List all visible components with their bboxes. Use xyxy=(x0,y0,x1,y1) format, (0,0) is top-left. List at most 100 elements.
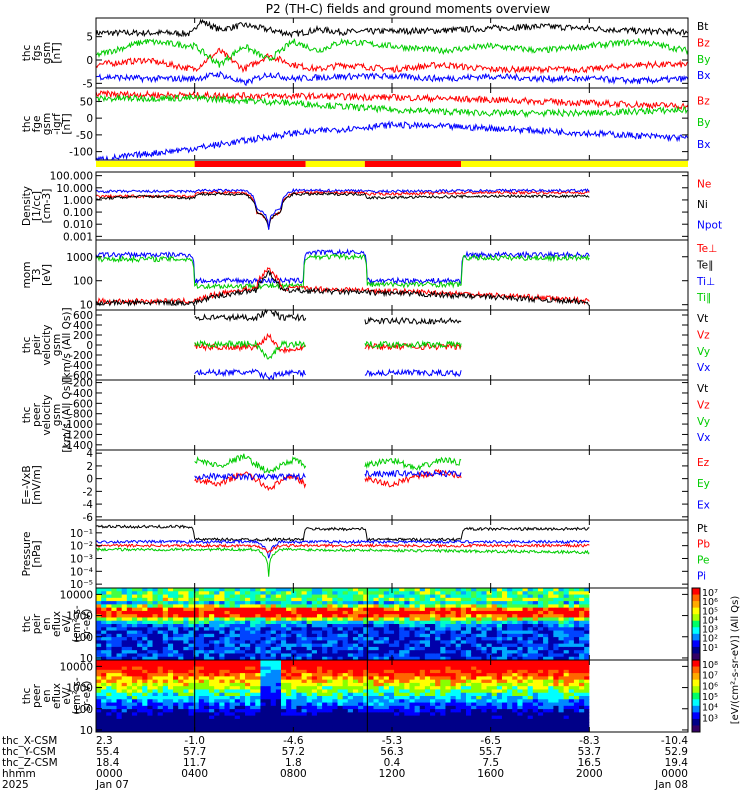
series-line-Ni xyxy=(95,191,590,230)
legend-label-Bx: Bx xyxy=(697,70,710,82)
ytick-label: 0.001 xyxy=(63,231,93,243)
y-axis-label: mom xyxy=(21,262,33,289)
ephemeris-value: Jan 08 xyxy=(654,779,688,791)
y-axis-label: eflux xyxy=(51,683,63,709)
y-axis-label: gsm xyxy=(41,113,53,135)
ytick-label: -100 xyxy=(69,147,93,159)
ytick-label: 10.000 xyxy=(56,183,93,195)
colorbar-swatch xyxy=(692,588,700,596)
mode-bar-segment xyxy=(305,161,365,167)
series-line-Te∥ xyxy=(95,269,590,307)
y-axis-label: E=-VxB xyxy=(21,465,33,504)
ephemeris-value: Jan 07 xyxy=(95,779,129,791)
panel-peer-spec xyxy=(95,659,689,733)
ytick-label: 0 xyxy=(86,55,93,67)
ytick-label: 100 xyxy=(73,276,93,288)
series-line-Vy xyxy=(364,339,462,350)
legend-label-Vz: Vz xyxy=(697,329,710,341)
legend-label-Pt: Pt xyxy=(697,523,707,535)
legend-label-Ne: Ne xyxy=(697,178,711,190)
legend-label-Pi: Pi xyxy=(697,570,706,582)
legend-label-Bt: Bt xyxy=(697,21,708,33)
ytick-label: 1000 xyxy=(66,252,93,264)
y-axis-label: T3 xyxy=(31,268,43,282)
series-line-Ex xyxy=(364,469,462,478)
legend-label-Vt: Vt xyxy=(697,313,708,325)
series-line-Ne xyxy=(95,190,590,228)
colorbar-tick-label: 10⁶ xyxy=(702,681,718,692)
ephemeris-value: 53.7 xyxy=(578,746,601,758)
legend-label-Vz: Vz xyxy=(697,399,710,411)
series-line-Bt xyxy=(95,18,689,39)
ytick-label: 1.000 xyxy=(63,195,93,207)
legend-label-Bx: Bx xyxy=(697,139,710,151)
panel-velocity-peer xyxy=(95,379,689,451)
legend-label-Bz: Bz xyxy=(697,37,710,49)
series-line-By xyxy=(95,37,689,68)
ephemeris-value: 1200 xyxy=(379,768,406,780)
colorbar-swatch xyxy=(692,620,700,628)
colorbar-tick-label: 10⁴ xyxy=(702,615,718,626)
colorbar-swatch xyxy=(692,718,700,726)
y-axis-label: [cm-3] xyxy=(41,189,53,224)
legend-label-Pb: Pb xyxy=(697,539,710,551)
ephemeris-value: -4.6 xyxy=(283,735,304,747)
colorbar-tick-label: 10⁶ xyxy=(702,597,718,608)
y-axis-label: velocity xyxy=(41,394,53,435)
series-line-Bz xyxy=(95,89,689,111)
ytick-label: 10000 xyxy=(60,661,93,673)
series-line-Bx xyxy=(95,70,689,87)
series-line-Ey xyxy=(194,453,307,474)
mode-bar-segment xyxy=(461,161,688,167)
ephemeris-value: 0.4 xyxy=(384,757,401,769)
ytick-label: 10⁻² xyxy=(70,541,93,553)
colorbar-tick-label: 10⁵ xyxy=(702,606,718,617)
colorbar-swatch xyxy=(692,627,700,635)
y-axis-label: thc xyxy=(21,407,33,424)
y-axis-label: en xyxy=(41,689,53,702)
ytick-label: 100 xyxy=(73,632,93,644)
ephemeris-value: 0400 xyxy=(181,768,208,780)
colorbar-swatch xyxy=(692,679,700,687)
series-line-Pt xyxy=(95,524,590,543)
colorbar-tick-label: 10⁸ xyxy=(702,660,718,671)
y-axis-label: [nT] xyxy=(51,42,63,63)
ytick-label: 600 xyxy=(73,310,93,322)
series-line-Vx xyxy=(194,367,307,381)
panel-frame xyxy=(95,171,689,241)
series-line-Vt xyxy=(364,316,462,325)
colorbar-swatch xyxy=(692,614,700,622)
y-axis-label: peir xyxy=(31,334,43,355)
chart-title: P2 (TH-C) fields and ground moments over… xyxy=(266,2,551,16)
ytick-label: 50 xyxy=(80,96,93,108)
ephemeris-value: 1600 xyxy=(477,768,504,780)
y-axis-label: (cm²-s- xyxy=(71,605,83,643)
spectrogram-peer-spec xyxy=(96,660,590,732)
ephemeris-value: 11.7 xyxy=(183,757,206,769)
y-axis-label: -igrf xyxy=(51,113,63,135)
ephemeris-value: 52.9 xyxy=(665,746,688,758)
ytick-label: 400 xyxy=(73,320,93,332)
ytick-label: -50 xyxy=(76,130,93,142)
series-line-Vx xyxy=(364,368,462,378)
colorbar-swatch xyxy=(692,673,700,681)
legend-label-Ni: Ni xyxy=(697,199,708,211)
y-axis-label: eV/ xyxy=(61,615,73,633)
colorbar-swatch xyxy=(692,712,700,720)
ytick-label: -400 xyxy=(69,388,93,400)
ytick-label: -600 xyxy=(69,370,93,382)
ephemeris-value: 0800 xyxy=(280,768,307,780)
ytick-label: -1000 xyxy=(62,419,93,431)
ephemeris-value: 16.5 xyxy=(578,757,601,769)
ytick-label: 10⁻⁴ xyxy=(70,566,93,578)
colorbar-tick-label: 10⁷ xyxy=(702,588,718,599)
y-axis-label: thc xyxy=(21,116,33,133)
legend-label-Npot: Npot xyxy=(697,220,722,232)
y-axis-label: sr-eV) xyxy=(81,681,93,712)
ephemeris-value: -6.5 xyxy=(480,735,501,747)
ytick-label: 10 xyxy=(80,300,93,312)
ytick-label: 100.000 xyxy=(50,171,93,183)
y-axis-label: eflux xyxy=(51,611,63,637)
series-line-Pi xyxy=(95,539,590,559)
y-axis-label: thc xyxy=(21,616,33,633)
